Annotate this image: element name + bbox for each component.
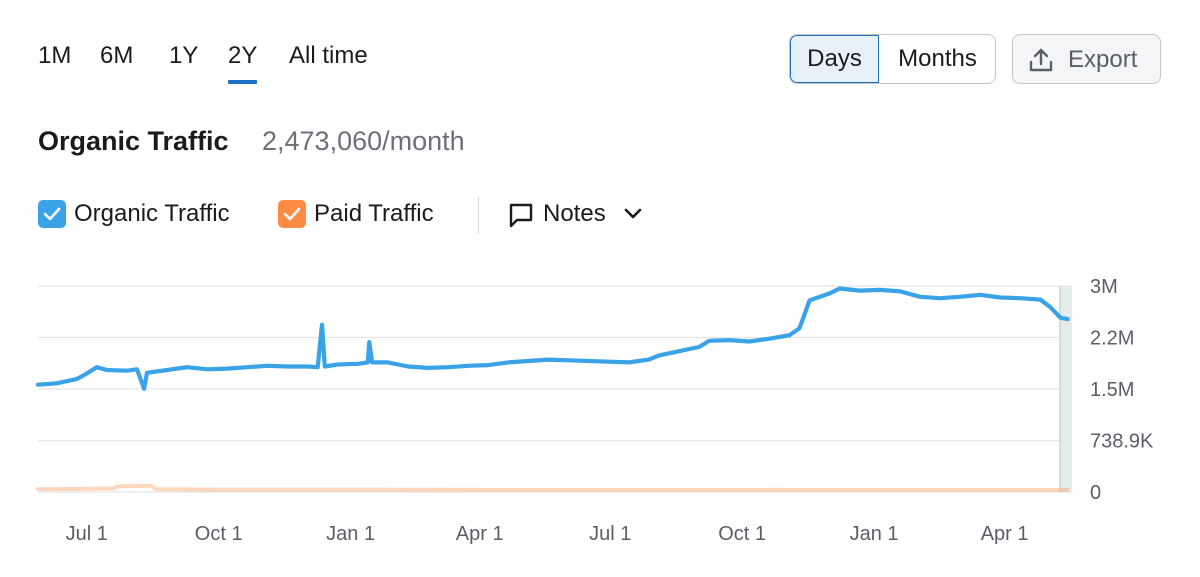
legend-item-organic[interactable]: Organic Traffic: [38, 200, 258, 232]
y-tick-label: 738.9K: [1090, 431, 1154, 453]
export-button[interactable]: Export: [1012, 34, 1161, 84]
speech-bubble-icon: [509, 203, 533, 228]
x-tick-label: Oct 1: [718, 523, 766, 545]
x-tick-label: Jan 1: [326, 523, 375, 545]
y-tick-label: 0: [1090, 482, 1101, 504]
traffic-summary-value: 2,473,060/month: [262, 126, 465, 156]
check-icon: [283, 207, 301, 221]
range-tab-1y[interactable]: 1Y: [169, 42, 199, 69]
organic-traffic-line: [35, 286, 1070, 391]
notes-label: Notes: [543, 200, 606, 227]
organic-checkbox[interactable]: [38, 200, 66, 228]
traffic-chart: 3M 2.2M 1.5M 738.9K 0 Jul 1 Oct 1 Jan 1 Apr 1 Jul…: [35, 276, 1154, 545]
days-button[interactable]: Days: [790, 35, 879, 83]
y-tick-label: 3M: [1090, 276, 1118, 298]
range-tab-2y[interactable]: 2Y: [228, 42, 258, 84]
upload-icon: [1029, 48, 1053, 72]
legend-divider: [478, 197, 479, 234]
y-tick-label: 2.2M: [1090, 328, 1134, 350]
granularity-toggle: Days Months: [789, 34, 996, 84]
x-tick-label: Apr 1: [456, 523, 504, 545]
months-button[interactable]: Months: [898, 45, 977, 72]
chevron-down-icon: [624, 208, 642, 219]
current-period-band: [1060, 286, 1072, 492]
page-title: Organic Traffic: [38, 126, 229, 156]
x-tick-label: Oct 1: [195, 523, 243, 545]
organic-legend-label: Organic Traffic: [74, 200, 230, 227]
x-tick-label: Apr 1: [981, 523, 1029, 545]
legend-item-paid[interactable]: Paid Traffic: [278, 200, 458, 232]
paid-legend-label: Paid Traffic: [314, 200, 434, 227]
y-tick-label: 1.5M: [1090, 379, 1134, 401]
range-tab-6m[interactable]: 6M: [100, 42, 134, 69]
x-tick-label: Jul 1: [66, 523, 108, 545]
check-icon: [43, 207, 61, 221]
x-tick-label: Jul 1: [589, 523, 631, 545]
export-label: Export: [1068, 46, 1138, 73]
paid-traffic-line: [36, 483, 1070, 492]
x-tick-label: Jan 1: [850, 523, 899, 545]
range-tab-1m[interactable]: 1M: [38, 42, 72, 69]
range-tab-all-time[interactable]: All time: [289, 42, 368, 69]
paid-checkbox[interactable]: [278, 200, 306, 228]
